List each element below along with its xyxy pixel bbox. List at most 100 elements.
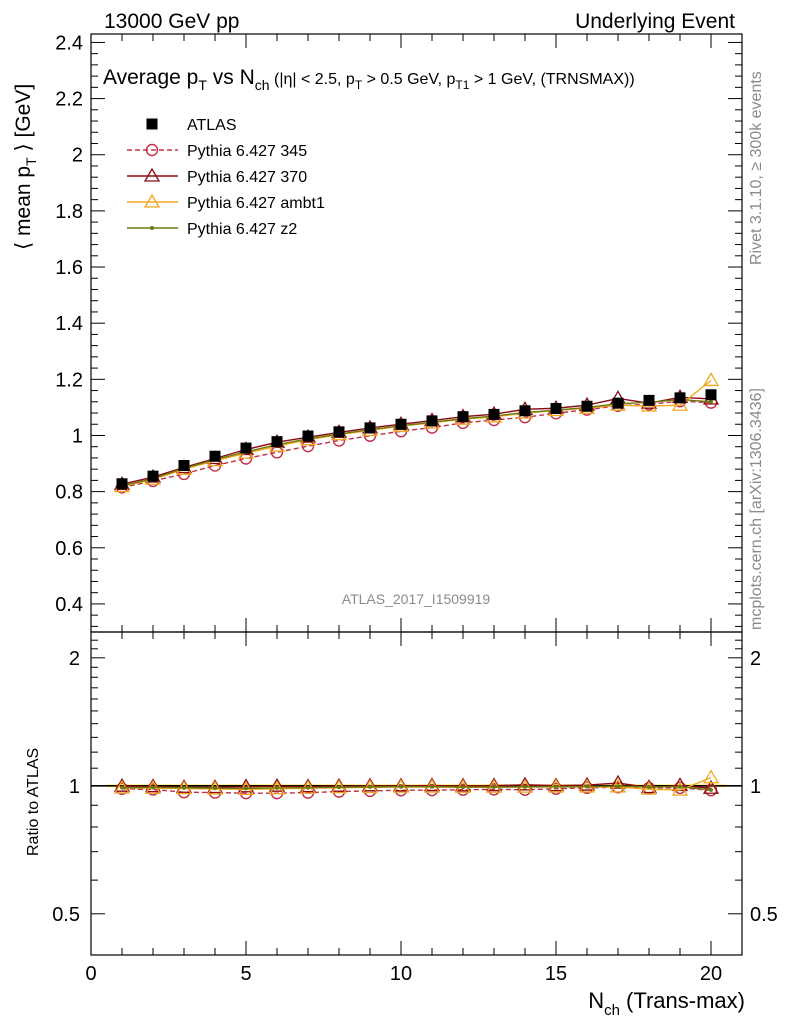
y-tick-label: 0.4 (55, 594, 83, 616)
data-point (268, 777, 286, 792)
data-point (671, 781, 689, 796)
data-point (578, 776, 596, 791)
data-point (175, 778, 193, 793)
ratio-y-tick-label-right: 1 (750, 776, 761, 798)
xlabel-sub: ch (604, 1002, 620, 1019)
legend-label: ATLAS (187, 117, 237, 134)
x-tick-label: 5 (240, 963, 251, 985)
data-point (244, 786, 248, 791)
data-point (702, 769, 720, 784)
data-point (209, 450, 221, 462)
mcplots-label: mcplots.cern.ch [arXiv:1306.3436] (748, 388, 765, 630)
y-tick-label: 2 (72, 145, 83, 167)
data-point (275, 785, 279, 790)
series-4 (120, 397, 713, 489)
data-point (516, 778, 534, 793)
ratio-y-tick-label-left: 0.5 (52, 904, 80, 926)
ylabel-sub: T (23, 157, 39, 166)
ratio-y-tick-label-right: 2 (750, 648, 761, 670)
y-tick-label: 2.2 (55, 89, 83, 111)
data-point (426, 415, 438, 427)
legend-label: Pythia 6.427 345 (187, 143, 307, 160)
data-point (151, 785, 155, 790)
data-point (306, 785, 310, 790)
data-point (519, 405, 531, 417)
data-point (547, 777, 565, 792)
data-point (702, 372, 720, 387)
data-point (364, 422, 376, 434)
x-tick-label: 10 (390, 963, 412, 985)
header-left: 13000 GeV pp (104, 10, 239, 33)
main-series (113, 372, 720, 494)
data-point (454, 777, 472, 792)
data-point (178, 460, 190, 472)
ratio-series-line (121, 785, 712, 791)
ratio-series-2 (113, 769, 720, 796)
data-point (120, 785, 124, 790)
data-point (640, 780, 658, 795)
y-tick-label: 1.6 (55, 257, 83, 279)
ylabel-part-a: ⟨ mean p (12, 166, 35, 250)
data-point (368, 784, 372, 789)
data-point (423, 777, 441, 792)
data-point (516, 776, 534, 791)
data-point (461, 785, 465, 790)
data-point (237, 778, 255, 793)
data-point (299, 778, 317, 793)
title-sub-d: T1 (455, 78, 469, 92)
ratio-series (113, 769, 720, 800)
data-point (457, 411, 469, 423)
data-point (488, 408, 500, 420)
data-point (330, 777, 348, 792)
data-point (392, 777, 410, 792)
data-point (454, 778, 472, 793)
data-point (333, 426, 345, 438)
series-0 (116, 389, 717, 490)
data-point (361, 777, 379, 792)
main-panel: 0.40.60.811.21.41.61.822.22.4 Average pT… (12, 32, 743, 633)
xlabel-part-b: (Trans-max) (620, 988, 745, 1013)
data-point (337, 785, 341, 790)
ratio-y-tick-label-right: 0.5 (750, 904, 778, 926)
legend-item: Pythia 6.427 ambt1 (127, 193, 325, 212)
data-point (643, 394, 655, 406)
ratio-y-tick-label-left: 2 (69, 648, 80, 670)
series-line (121, 379, 712, 488)
x-tick-label: 20 (700, 963, 722, 985)
data-point (702, 779, 720, 794)
data-point (616, 784, 620, 789)
ratio-y-tick-label-left: 1 (69, 776, 80, 798)
data-point (709, 399, 713, 404)
data-point (585, 784, 589, 789)
ratio-frame (90, 631, 743, 956)
series-1 (115, 395, 718, 494)
legend: ATLAS Pythia 6.427 345 Pythia 6.427 370 Pyt… (127, 117, 325, 238)
y-tick-label: 2.4 (55, 32, 83, 54)
data-point (113, 777, 131, 792)
title-sub-c: T (355, 78, 363, 92)
legend-label: Pythia 6.427 ambt1 (187, 195, 325, 212)
rivet-label: Rivet 3.1.10, ≥ 300k events (748, 71, 765, 265)
data-point (647, 784, 651, 789)
series-line (121, 400, 712, 489)
data-point (240, 442, 252, 454)
title-part-d: > 0.5 GeV, p (362, 71, 455, 88)
data-point (395, 418, 407, 430)
header-right: Underlying Event (575, 10, 735, 33)
main-axis-ticks: 0.4 0.6 0.8 1 1.2 1.4 1.6 1.8 2 2.2 2.4 (55, 32, 743, 632)
y-tick-label: 0.6 (55, 538, 83, 560)
xlabel-part-a: N (588, 988, 604, 1013)
legend-item: Pythia 6.427 z2 (127, 221, 297, 238)
analysis-id: ATLAS_2017_I1509919 (342, 591, 491, 607)
x-tick-label: 15 (545, 963, 567, 985)
data-point (485, 777, 503, 792)
data-point (671, 396, 689, 411)
legend-marker (146, 118, 158, 130)
data-point (581, 400, 593, 412)
y-tick-label: 1.2 (55, 369, 83, 391)
data-point (612, 397, 624, 409)
data-point (705, 389, 717, 401)
ratio-xlabel: Nch (Trans-max) (588, 988, 745, 1019)
ratio-axis-ticks: 0 5 10 15 20 0.5 0.5 1 1 2 2 (52, 631, 778, 985)
data-point (678, 784, 682, 789)
